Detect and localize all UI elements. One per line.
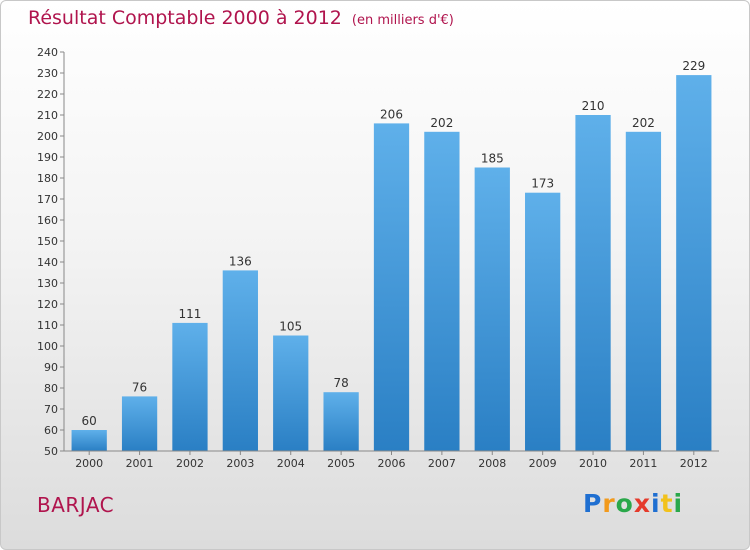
- y-axis: 50 60 70 80 90 100 110 120 130 140 150 160 170 180 190…: [37, 46, 65, 458]
- chart-title: Résultat Comptable 2000 à 2012 (en millie…: [28, 7, 454, 29]
- y-tick-label: 170: [37, 193, 58, 206]
- x-tick-label-2006: 2006: [378, 457, 406, 470]
- bar-2003: [222, 270, 258, 451]
- y-tick-label: 190: [37, 151, 58, 164]
- data-label-2011: 202: [632, 116, 655, 130]
- bar-2012: [676, 75, 712, 451]
- bar-2011: [625, 131, 662, 452]
- y-tick-label: 240: [37, 46, 58, 59]
- x-tick-label-2012: 2012: [680, 457, 708, 470]
- data-label-2002: 111: [179, 307, 202, 321]
- data-label-2005: 78: [333, 376, 348, 390]
- logo-letter: t: [660, 489, 674, 518]
- data-label-2012: 229: [682, 59, 705, 73]
- bar-2010: [575, 115, 611, 451]
- x-axis: 2000 2001 2002 2003 2004 2005 2006 2007 2008 2009…: [64, 450, 719, 470]
- x-tick-label-2005: 2005: [327, 457, 355, 470]
- bar-2001: [121, 396, 158, 451]
- bar-2004: [273, 335, 309, 451]
- y-tick-label: 100: [37, 340, 58, 353]
- bars-group: 60 76 111 136 105 78 206 202 185 173 210 202 229: [71, 59, 712, 452]
- logo-letter: i: [673, 489, 684, 518]
- x-tick-label-2000: 2000: [75, 457, 103, 470]
- data-label-2000: 60: [82, 414, 97, 428]
- y-tick-label: 160: [37, 214, 58, 227]
- proxiti-logo[interactable]: Proxiti: [583, 489, 683, 518]
- y-tick-label: 90: [44, 361, 58, 374]
- logo-letter: i: [651, 489, 661, 518]
- x-tick-label-2002: 2002: [176, 457, 204, 470]
- x-tick-label-2008: 2008: [478, 457, 506, 470]
- bar-2007: [424, 131, 460, 452]
- bar-2006: [373, 123, 410, 452]
- y-tick-label: 110: [37, 319, 58, 332]
- y-tick-label: 60: [44, 424, 58, 437]
- y-tick-label: 210: [37, 109, 58, 122]
- chart-unit-note: (en milliers d'€): [351, 13, 454, 28]
- bar-2000: [71, 430, 107, 451]
- y-tick-label: 220: [37, 88, 58, 101]
- logo-letter: P: [583, 489, 603, 518]
- bar-2008: [474, 167, 510, 451]
- logo-letter: r: [602, 489, 616, 518]
- data-label-2004: 105: [279, 320, 302, 334]
- place-name: BARJAC: [37, 493, 115, 517]
- y-tick-label: 120: [37, 298, 58, 311]
- x-tick-label-2001: 2001: [126, 457, 154, 470]
- data-label-2003: 136: [229, 254, 252, 268]
- logo-letter: x: [633, 489, 651, 518]
- bar-2005: [323, 392, 359, 451]
- data-label-2008: 185: [481, 152, 504, 166]
- bar-2002: [172, 322, 208, 451]
- data-label-2001: 76: [132, 380, 147, 394]
- y-tick-label: 70: [44, 403, 58, 416]
- x-tick-label-2010: 2010: [579, 457, 607, 470]
- y-tick-label: 180: [37, 172, 58, 185]
- y-tick-label: 80: [44, 382, 58, 395]
- y-tick-label: 50: [44, 445, 58, 458]
- data-label-2010: 210: [582, 99, 605, 113]
- x-tick-label-2003: 2003: [226, 457, 254, 470]
- x-tick-label-2009: 2009: [529, 457, 557, 470]
- y-tick-label: 230: [37, 67, 58, 80]
- x-tick-label-2011: 2011: [629, 457, 657, 470]
- y-tick-label: 200: [37, 130, 58, 143]
- bar-2009: [525, 192, 561, 451]
- data-label-2009: 173: [531, 177, 554, 191]
- chart-title-text: Résultat Comptable 2000 à 2012: [28, 7, 342, 29]
- data-label-2007: 202: [430, 116, 453, 130]
- x-tick-label-2004: 2004: [277, 457, 305, 470]
- y-tick-label: 130: [37, 277, 58, 290]
- y-tick-label: 140: [37, 256, 58, 269]
- y-tick-label: 150: [37, 235, 58, 248]
- data-label-2006: 206: [380, 107, 403, 121]
- logo-letter: o: [615, 489, 634, 518]
- x-tick-label-2007: 2007: [428, 457, 456, 470]
